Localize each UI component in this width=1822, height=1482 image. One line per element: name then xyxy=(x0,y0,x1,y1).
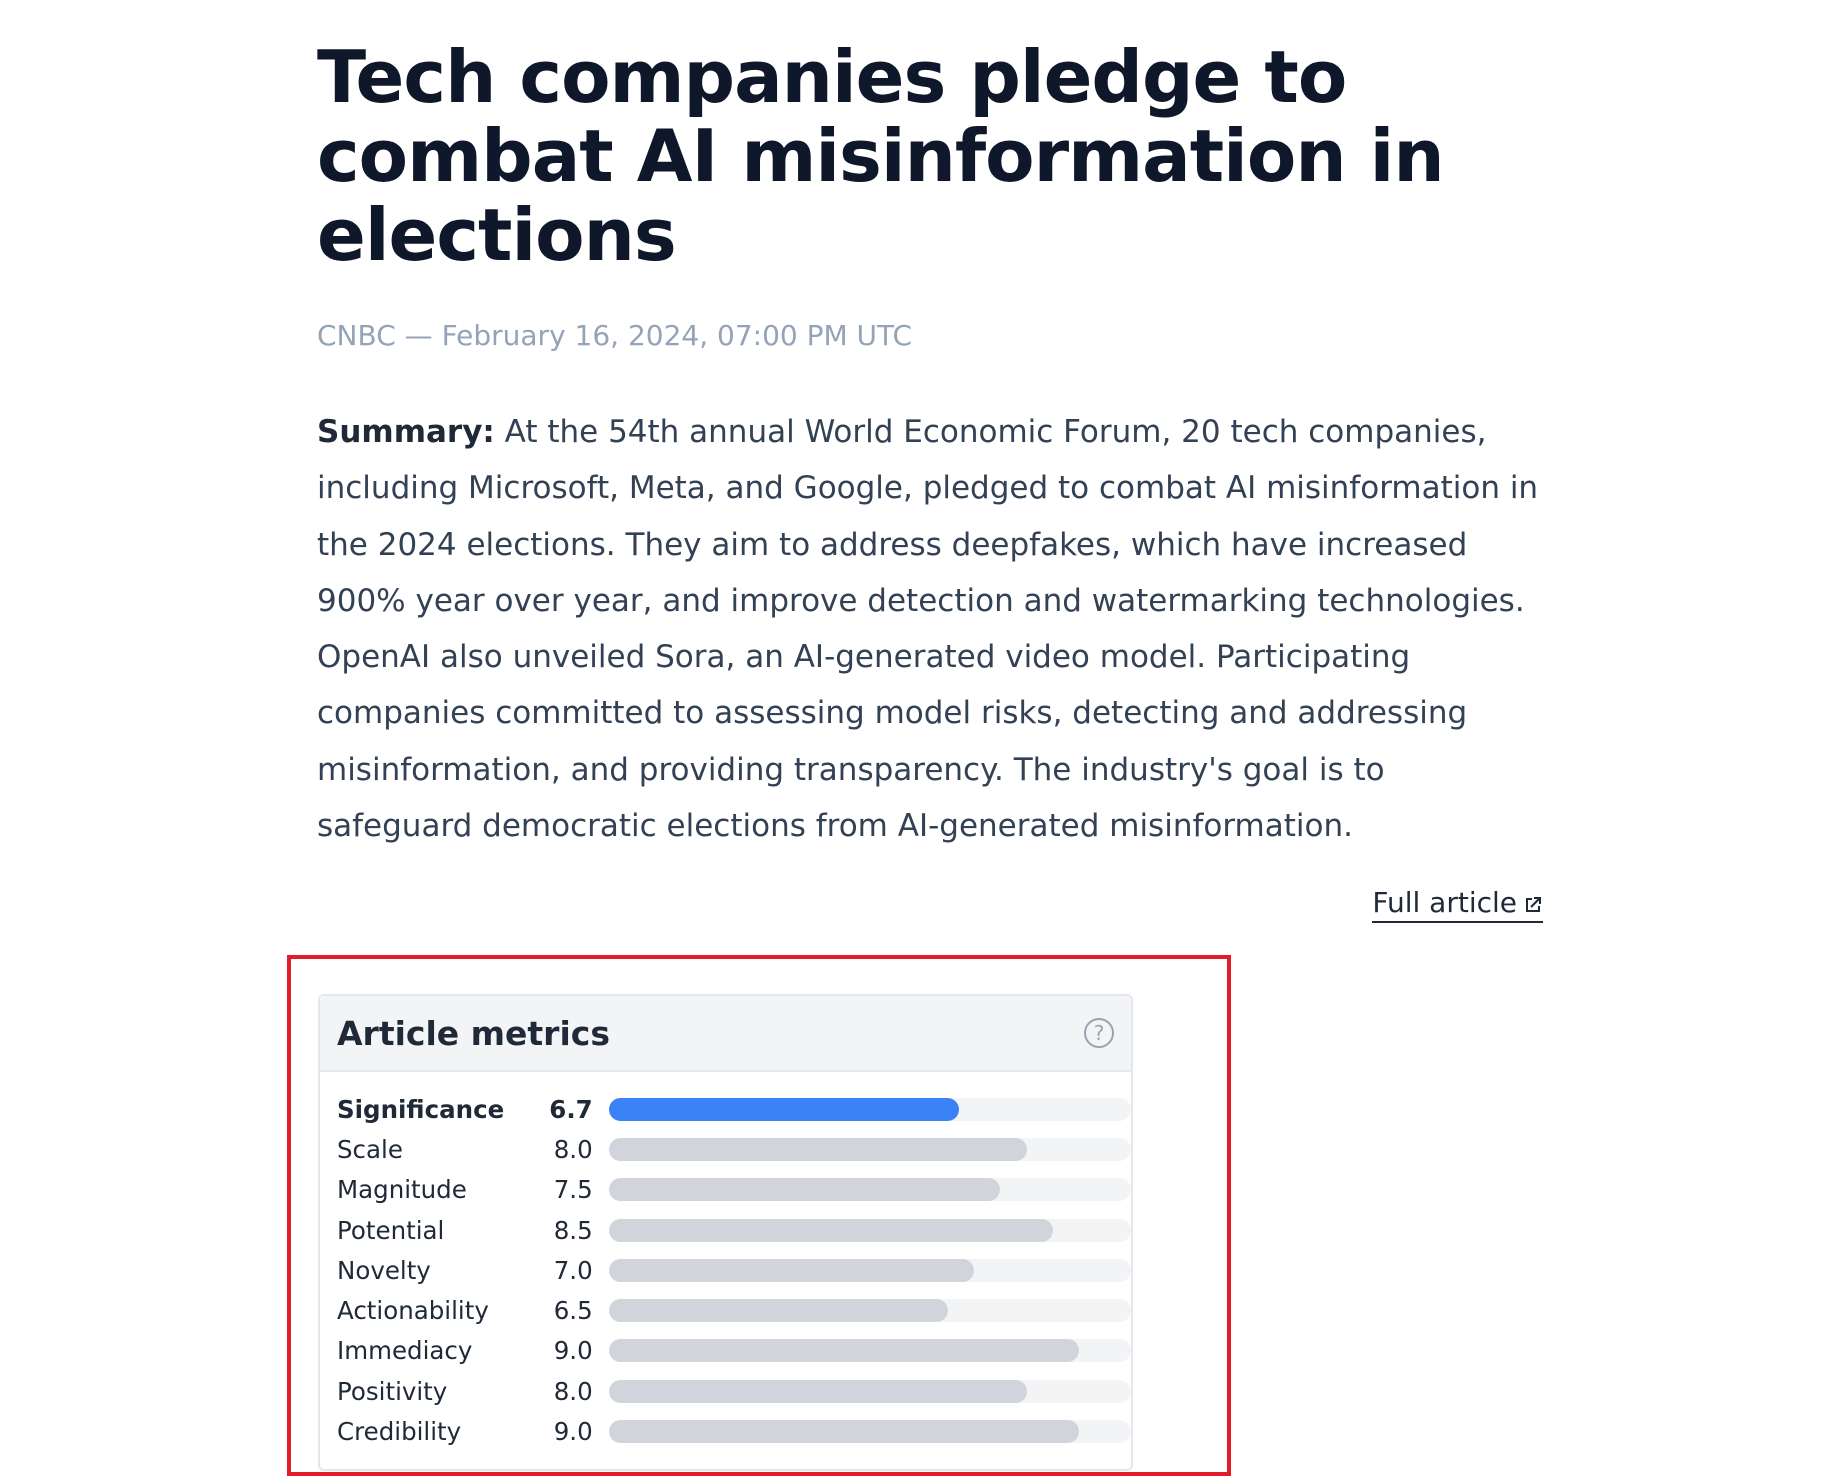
metric-bar-track xyxy=(608,1178,1131,1202)
question-circle-icon[interactable]: ? xyxy=(1083,1017,1115,1049)
metric-label: Credibility xyxy=(337,1417,462,1447)
article-metrics-card: Article metrics ? Significance 6.7 Scale… xyxy=(318,994,1133,1471)
metric-value: 8.0 xyxy=(553,1376,593,1406)
metric-bar-track xyxy=(608,1339,1131,1363)
metric-bar-fill xyxy=(608,1258,975,1282)
metric-bar-fill xyxy=(608,1137,1027,1161)
metric-label: Novelty xyxy=(337,1255,431,1285)
metric-bar-fill xyxy=(608,1299,949,1323)
metric-value: 9.0 xyxy=(553,1336,593,1366)
metric-row-positivity: Positivity 8.0 xyxy=(320,1371,1131,1411)
summary-text: At the 54th annual World Economic Forum,… xyxy=(317,414,1539,845)
metric-row-credibility: Credibility 9.0 xyxy=(320,1411,1131,1451)
metric-label: Immediacy xyxy=(337,1336,473,1366)
full-article-label: Full article xyxy=(1372,886,1517,919)
metric-bar-track xyxy=(608,1218,1131,1242)
article: Tech companies pledge to combat AI misin… xyxy=(317,35,1543,923)
metric-bar-fill xyxy=(608,1218,1053,1242)
metric-label: Magnitude xyxy=(337,1175,467,1205)
metric-row-potential: Potential 8.5 xyxy=(320,1210,1131,1250)
metric-bar-track xyxy=(608,1137,1131,1161)
external-link-icon xyxy=(1526,897,1541,912)
metric-value: 9.0 xyxy=(553,1417,593,1447)
metric-label: Significance xyxy=(337,1094,505,1124)
metric-value: 6.5 xyxy=(553,1296,593,1326)
metric-bar-fill xyxy=(608,1097,959,1121)
metric-bar-track xyxy=(608,1379,1131,1403)
metric-row-actionability: Actionability 6.5 xyxy=(320,1290,1131,1330)
metric-label: Positivity xyxy=(337,1376,448,1406)
metric-value: 8.0 xyxy=(553,1134,593,1164)
metric-bar-track xyxy=(608,1258,1131,1282)
metric-value: 7.0 xyxy=(553,1255,593,1285)
metric-bar-track xyxy=(608,1420,1131,1444)
metric-row-magnitude: Magnitude 7.5 xyxy=(320,1170,1131,1210)
metric-row-immediacy: Immediacy 9.0 xyxy=(320,1331,1131,1371)
metric-value: 7.5 xyxy=(553,1175,593,1205)
article-summary: Summary: At the 54th annual World Econom… xyxy=(317,404,1543,854)
metrics-header: Article metrics ? xyxy=(320,996,1131,1072)
metric-bar-fill xyxy=(608,1178,1001,1202)
metric-row-novelty: Novelty 7.0 xyxy=(320,1250,1131,1290)
svg-text:?: ? xyxy=(1094,1021,1105,1045)
metrics-list: Significance 6.7 Scale 8.0 Magnitude 7.5… xyxy=(320,1072,1131,1452)
metric-bar-fill xyxy=(608,1379,1027,1403)
metric-row-scale: Scale 8.0 xyxy=(320,1129,1131,1169)
metric-label: Scale xyxy=(337,1134,403,1164)
metric-bar-fill xyxy=(608,1420,1079,1444)
metric-bar-track xyxy=(608,1299,1131,1323)
metric-label: Potential xyxy=(337,1215,445,1245)
article-meta: CNBC — February 16, 2024, 07:00 PM UTC xyxy=(317,319,913,352)
metric-bar-fill xyxy=(608,1339,1079,1363)
metric-bar-track xyxy=(608,1097,1131,1121)
metric-value: 8.5 xyxy=(553,1215,593,1245)
summary-label: Summary: xyxy=(317,414,495,450)
full-article-link[interactable]: Full article xyxy=(1372,886,1543,923)
article-title: Tech companies pledge to combat AI misin… xyxy=(317,35,1445,277)
metric-value: 6.7 xyxy=(549,1094,593,1124)
metric-label: Actionability xyxy=(337,1296,489,1326)
highlight-box xyxy=(287,955,1231,1476)
metrics-title: Article metrics xyxy=(337,1013,610,1053)
metric-row-significance: Significance 6.7 xyxy=(320,1089,1131,1129)
